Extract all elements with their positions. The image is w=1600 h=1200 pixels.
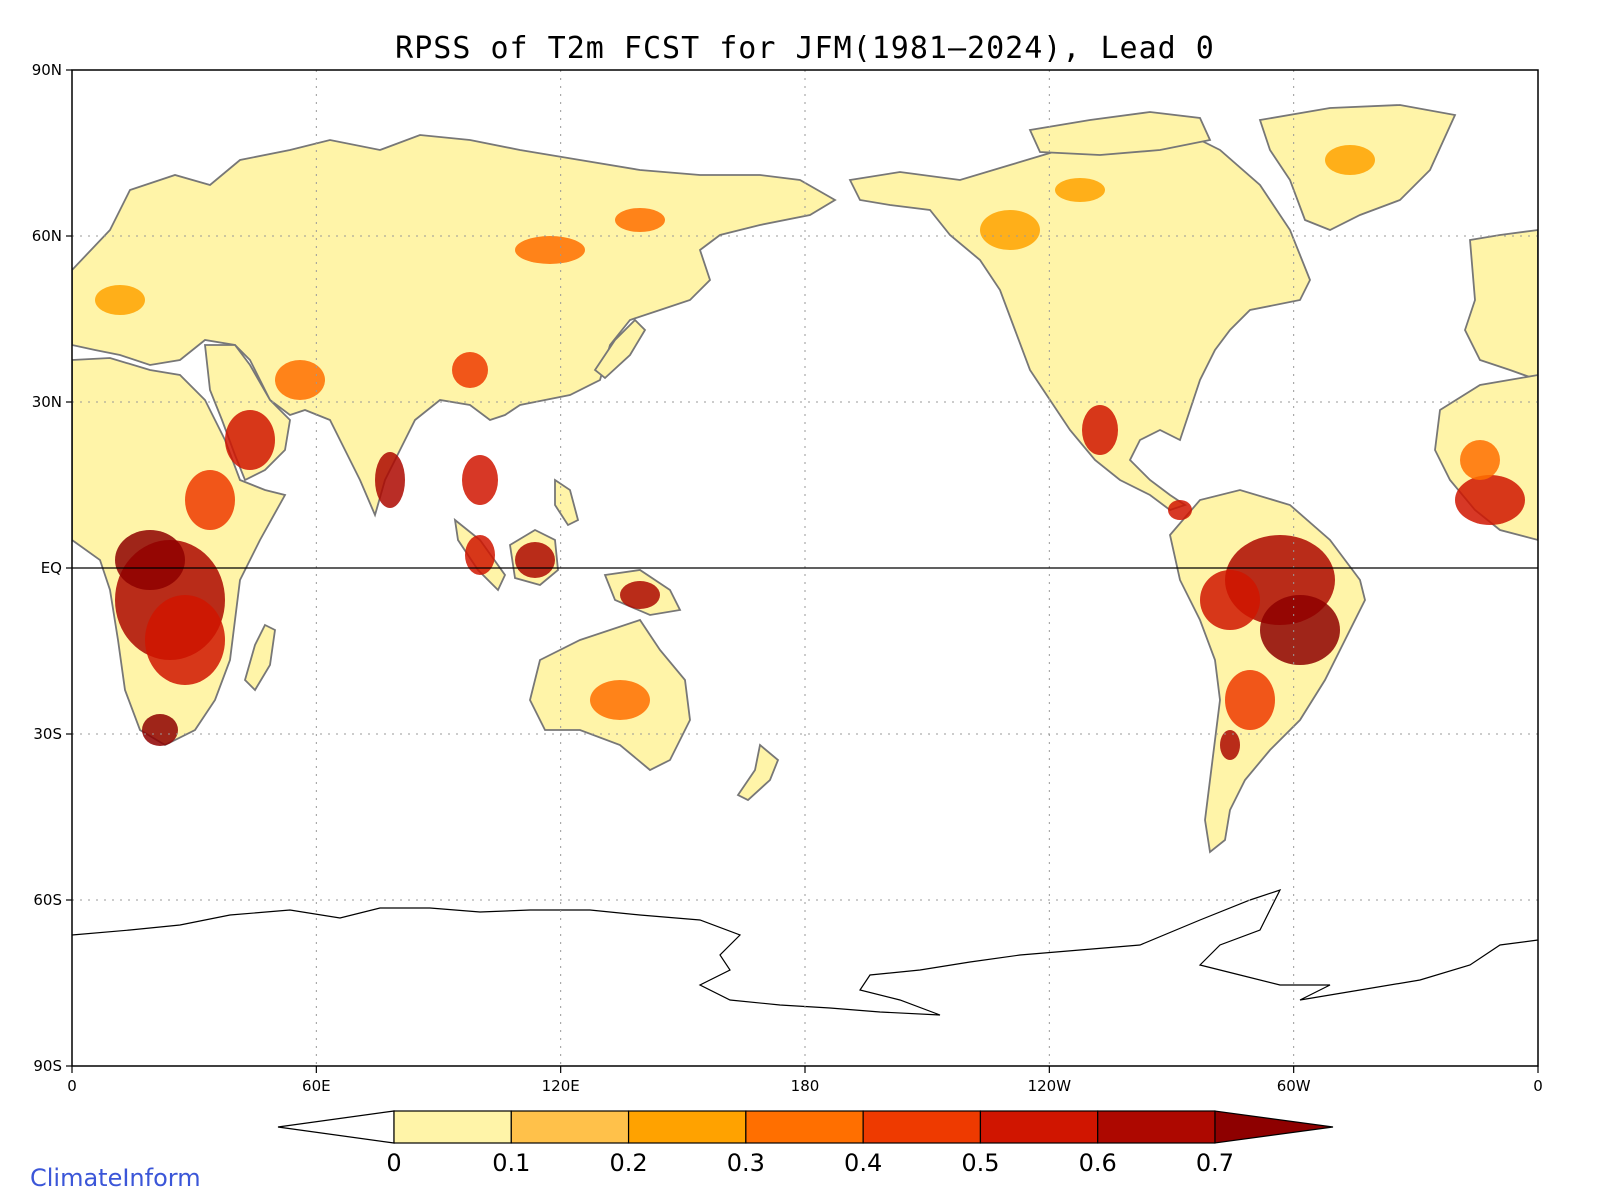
lon-tick-label-4: 120W — [1028, 1077, 1072, 1095]
skill-patch-27 — [275, 360, 325, 400]
lon-tick-label-3: 180 — [791, 1077, 820, 1095]
skill-patch-28 — [95, 285, 145, 315]
skill-patch-14 — [590, 680, 650, 720]
lat-tick-label-4: 30S — [33, 725, 62, 743]
colorbar-label-1: 0.1 — [492, 1149, 530, 1177]
skill-patch-25 — [1325, 145, 1375, 175]
skill-patch-24 — [980, 210, 1040, 250]
lon-tick-label-6: 0 — [1533, 1077, 1543, 1095]
skill-patch-17 — [1200, 570, 1260, 630]
colorbar-bin-4 — [862, 1110, 982, 1144]
skill-patch-13 — [515, 236, 585, 264]
skill-patch-4 — [185, 470, 235, 530]
colorbar-label-2: 0.2 — [609, 1149, 647, 1177]
antarctica-coastline — [71, 888, 1539, 1016]
colorbar-label-0: 0 — [386, 1149, 401, 1177]
colorbar-label-7: 0.7 — [1196, 1149, 1234, 1177]
lat-tick-label-2: 30N — [32, 393, 62, 411]
colorbar-label-4: 0.4 — [844, 1149, 882, 1177]
lon-tick-label-0: 0 — [67, 1077, 77, 1095]
map-panel — [71, 69, 1539, 1067]
skill-patch-3 — [142, 714, 178, 746]
skill-patch-23 — [1460, 440, 1500, 480]
colorbar-label-6: 0.6 — [1079, 1149, 1117, 1177]
colorbar-over-arrow — [1214, 1110, 1334, 1144]
skill-patch-1 — [115, 530, 185, 590]
lon-tick-label-1: 60E — [302, 1077, 331, 1095]
skill-patch-2 — [145, 595, 225, 685]
skill-patch-16 — [1260, 595, 1340, 665]
lat-tick-label-1: 60N — [32, 227, 62, 245]
latitude-axis: 90N 60N 30N EQ 30S 60S 90S — [32, 61, 72, 1075]
skill-patch-7 — [452, 352, 488, 388]
colorbar-bin-5 — [979, 1110, 1099, 1144]
longitude-axis: 0 60E 120E 180 120W 60W 0 — [67, 1066, 1543, 1095]
map-title: RPSS of T2m FCST for JFM(1981–2024), Lea… — [395, 31, 1215, 66]
lon-tick-label-5: 60W — [1277, 1077, 1311, 1095]
land-philippines — [554, 478, 580, 527]
skill-patch-18 — [1225, 670, 1275, 730]
skill-patch-5 — [225, 410, 275, 470]
colorbar-bin-6 — [1097, 1110, 1216, 1144]
land-europe-east-edge — [1464, 229, 1538, 381]
colorbar-under-arrow — [277, 1110, 395, 1144]
land-japan — [593, 318, 647, 380]
skill-patch-22 — [1455, 475, 1525, 525]
lon-tick-label-2: 120E — [542, 1077, 580, 1095]
colorbar: 0 0.1 0.2 0.3 0.4 0.5 0.6 0.7 — [277, 1110, 1334, 1177]
skill-patch-20 — [1082, 405, 1118, 455]
credit-logo-text: ClimateInform — [30, 1164, 201, 1192]
skill-hotspots-layer — [95, 145, 1525, 760]
skill-patch-26 — [1055, 178, 1105, 202]
colorbar-label-5: 0.5 — [961, 1149, 999, 1177]
skill-patch-11 — [465, 535, 495, 575]
lat-tick-label-6: 90S — [33, 1057, 62, 1075]
colorbar-bin-2 — [627, 1110, 747, 1144]
lat-tick-label-3: EQ — [41, 559, 62, 577]
skill-patch-10 — [620, 581, 660, 609]
colorbar-bin-3 — [745, 1110, 864, 1144]
land-madagascar — [243, 623, 276, 692]
lat-tick-label-0: 90N — [32, 61, 62, 79]
colorbar-bin-1 — [510, 1110, 630, 1144]
skill-patch-6 — [375, 452, 405, 508]
land-newzealand — [736, 743, 780, 802]
skill-patch-19 — [1220, 730, 1240, 760]
skill-patch-12 — [615, 208, 665, 232]
skill-patch-21 — [1168, 500, 1192, 520]
colorbar-bin-0 — [393, 1110, 512, 1144]
lat-tick-label-5: 60S — [33, 891, 62, 909]
land-canadian-arctic — [1028, 111, 1212, 156]
skill-patch-9 — [515, 542, 555, 578]
skill-patch-8 — [462, 455, 498, 505]
colorbar-label-3: 0.3 — [727, 1149, 765, 1177]
